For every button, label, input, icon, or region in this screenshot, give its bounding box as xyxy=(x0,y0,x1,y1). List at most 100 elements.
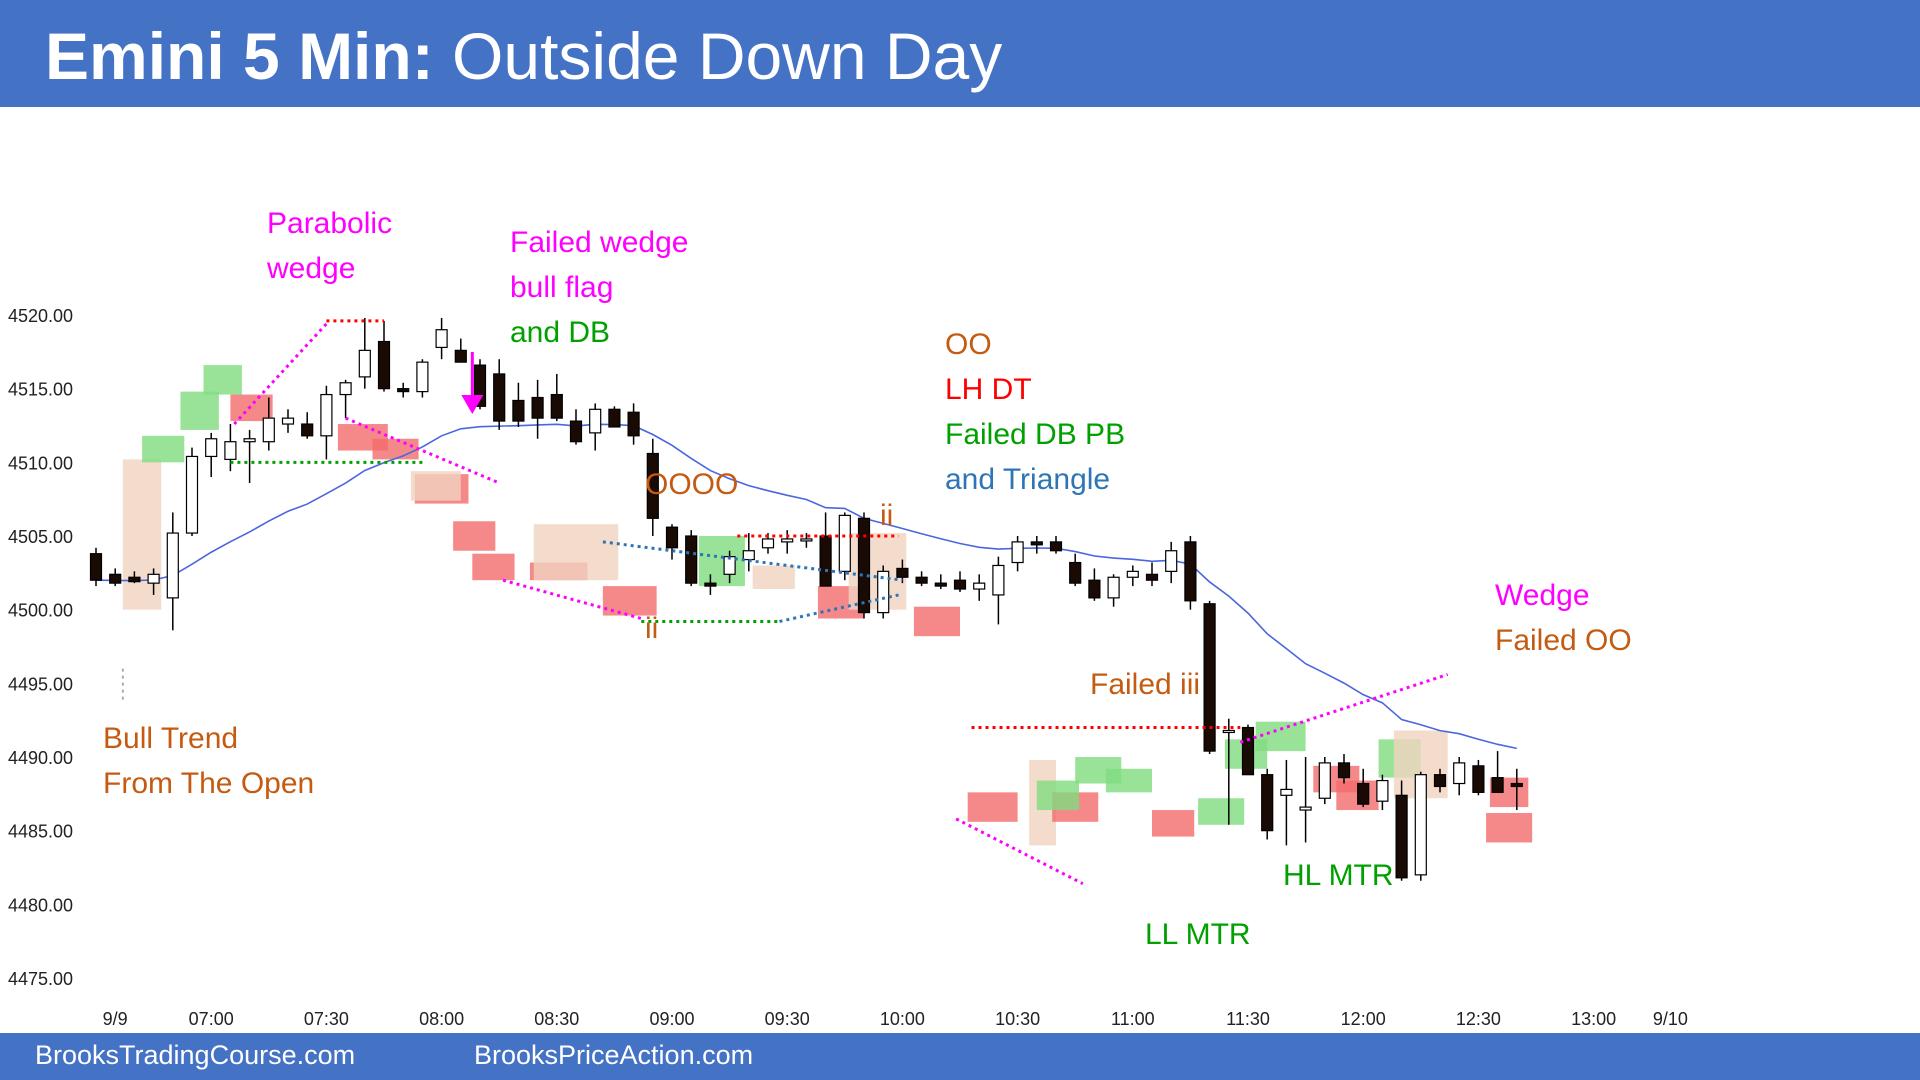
annotation-ll-mtr: LL MTR xyxy=(1145,918,1251,951)
candle-body xyxy=(915,576,928,584)
x-tick-label: 11:00 xyxy=(1111,1009,1155,1029)
y-tick-label: 4490.00 xyxy=(8,748,73,768)
candle xyxy=(992,556,1005,625)
candle xyxy=(569,409,583,445)
candle xyxy=(1261,768,1274,840)
arrow-head xyxy=(461,395,484,414)
wedge-low-line xyxy=(502,578,642,620)
candle xyxy=(1395,780,1408,881)
candle-body xyxy=(1126,570,1139,578)
candle xyxy=(109,568,122,587)
candle xyxy=(685,530,698,587)
candle-body xyxy=(493,373,506,422)
candle xyxy=(454,338,467,363)
candle-body xyxy=(665,526,679,549)
candle-body xyxy=(973,582,986,590)
candle xyxy=(953,571,967,592)
candle-body xyxy=(1107,576,1120,599)
highlight-box xyxy=(913,606,960,637)
annotation-lh-dt: LH DT xyxy=(945,373,1032,406)
y-axis: 4520.00 4515.00 4510.00 4505.00 4500.00 4495.… xyxy=(8,306,73,989)
highlight-box xyxy=(142,435,185,463)
candle xyxy=(646,438,659,536)
candle-body xyxy=(646,452,659,519)
highlight-box xyxy=(1486,812,1533,843)
candle xyxy=(704,574,717,595)
footer-right-link[interactable]: BrooksPriceAction.com xyxy=(474,1040,754,1070)
x-tick-label: 09:30 xyxy=(765,1009,810,1029)
x-tick-label: 08:00 xyxy=(419,1009,464,1029)
candle xyxy=(819,512,832,587)
candle xyxy=(1203,600,1216,755)
y-tick-label: 4495.00 xyxy=(8,674,73,694)
candle-body xyxy=(819,535,832,587)
candle xyxy=(877,565,890,619)
annotation-ii-high: ii xyxy=(880,499,893,532)
annotation-wedge: wedge xyxy=(266,252,355,285)
x-tick-label: 12:00 xyxy=(1341,1009,1386,1029)
highlight-box xyxy=(203,365,242,395)
candle xyxy=(1184,536,1197,610)
candle-body xyxy=(1337,762,1351,779)
sell-climax-line xyxy=(955,817,1084,886)
highlight-box xyxy=(1255,721,1306,752)
candle-body xyxy=(934,582,947,587)
candle-body xyxy=(1472,765,1485,793)
candle xyxy=(1337,754,1351,784)
title-bar xyxy=(0,0,1920,107)
highlight-box xyxy=(230,394,273,422)
candle-body xyxy=(224,441,237,460)
candle-body xyxy=(704,582,717,587)
candle xyxy=(838,512,851,581)
annotation-failed-wedge: Failed wedge xyxy=(510,226,688,259)
candle-body xyxy=(742,550,755,561)
candle-body xyxy=(685,535,698,584)
title-rest: Outside Down Day xyxy=(433,19,1003,93)
candle xyxy=(166,512,179,631)
candle xyxy=(1107,574,1120,607)
footer-left-link[interactable]: BrooksTradingCourse.com xyxy=(35,1040,356,1070)
y-tick-label: 4485.00 xyxy=(8,822,73,842)
annotation-wedge-right: Wedge xyxy=(1495,579,1590,612)
highlight-box xyxy=(472,553,515,581)
candle xyxy=(1011,536,1024,572)
candle xyxy=(128,571,141,584)
x-tick-label: 13:00 xyxy=(1571,1009,1616,1029)
candle-body xyxy=(1318,762,1331,799)
candle xyxy=(1222,718,1235,825)
annotation-failed-iii: Failed iii xyxy=(1090,668,1200,701)
candle xyxy=(185,447,199,536)
y-tick-label: 4505.00 xyxy=(8,527,73,547)
annotation-hl-mtr: HL MTR xyxy=(1283,859,1394,892)
candle-body xyxy=(1299,806,1312,811)
candle-body xyxy=(1453,762,1466,785)
highlight-box xyxy=(752,565,795,590)
candle xyxy=(589,403,602,451)
annotation-parabolic: Parabolic xyxy=(267,207,392,240)
highlight-box xyxy=(453,521,496,551)
highlight-box xyxy=(1152,810,1195,837)
candle-body xyxy=(435,329,448,349)
candle-body xyxy=(838,514,851,572)
candles xyxy=(89,317,1523,881)
x-tick-label: 07:00 xyxy=(189,1009,234,1029)
candle xyxy=(1453,757,1466,796)
annotation-and-db: and DB xyxy=(510,316,610,349)
candle-body xyxy=(1049,541,1063,552)
candle-body xyxy=(1433,774,1447,788)
candle-body xyxy=(1357,782,1370,805)
chart-title: Emini 5 Min: Outside Down Day xyxy=(45,18,1002,94)
candle xyxy=(243,429,256,483)
highlight-box xyxy=(1198,798,1245,825)
candle xyxy=(1165,541,1178,584)
highlight-box xyxy=(180,391,219,430)
highlight-box xyxy=(967,792,1018,822)
candle xyxy=(550,373,563,422)
candle-body xyxy=(1011,541,1024,564)
candle-body xyxy=(608,408,621,428)
highlight-box xyxy=(410,471,461,501)
candle xyxy=(915,571,928,587)
candle xyxy=(416,359,429,398)
candle xyxy=(320,385,333,460)
y-tick-label: 4500.00 xyxy=(8,601,73,621)
